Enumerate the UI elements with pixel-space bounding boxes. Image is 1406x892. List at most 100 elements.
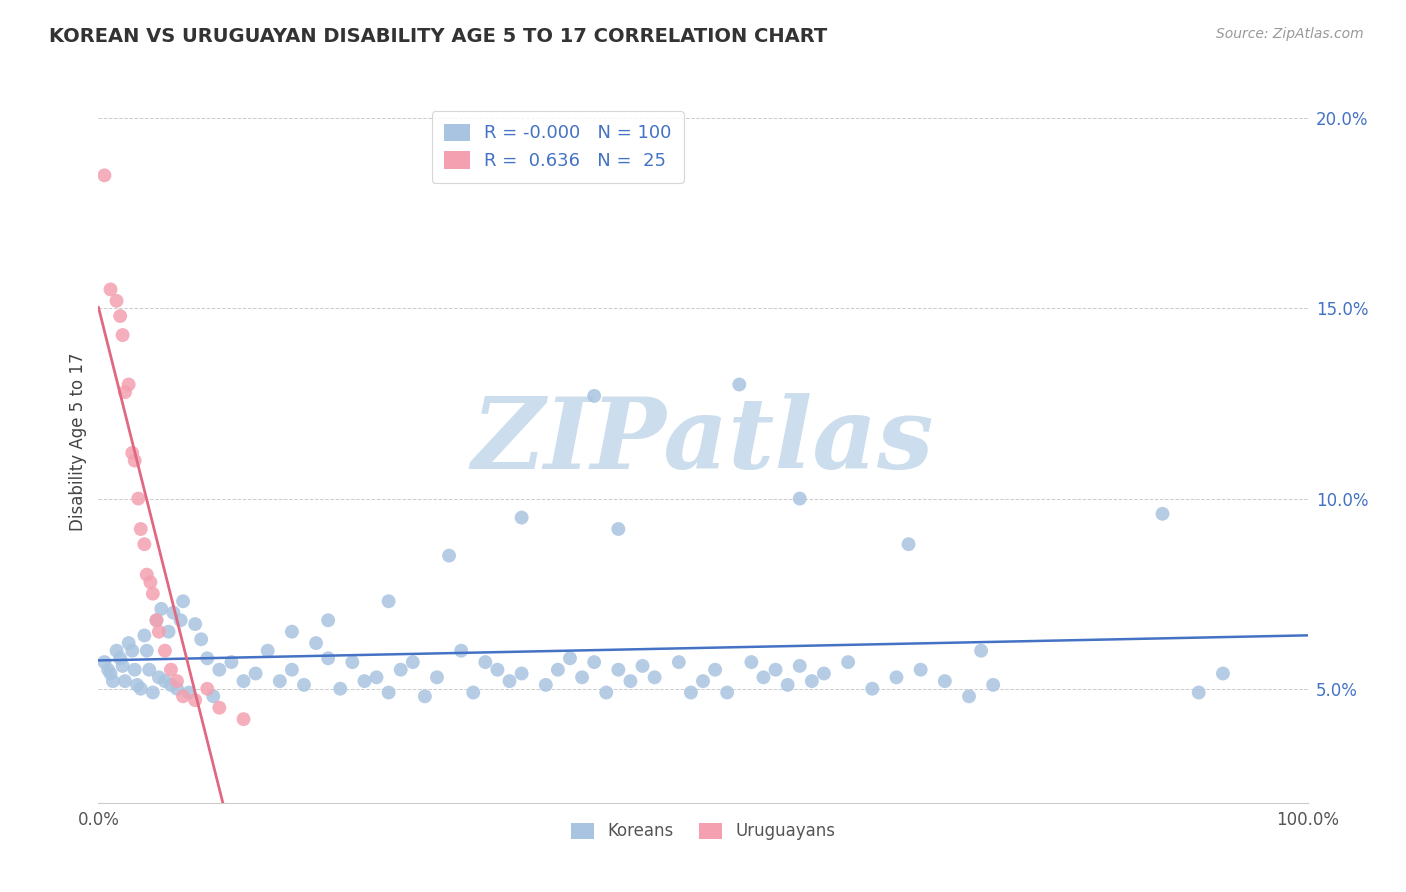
Point (256, 643, 278, 657)
Point (607, 522, 630, 536)
Point (108, 651, 131, 665)
Point (100, 282, 122, 296)
Point (208, 663, 231, 677)
Point (704, 663, 727, 677)
Point (153, 643, 176, 657)
Point (1152, 507, 1174, 521)
Point (93, 169, 115, 183)
Point (269, 674, 291, 689)
Point (583, 655, 606, 669)
Point (142, 587, 165, 601)
Point (101, 674, 124, 689)
Point (316, 651, 339, 665)
Point (510, 666, 533, 681)
Point (910, 663, 932, 677)
Point (886, 670, 908, 684)
Point (118, 377, 141, 392)
Point (97, 663, 120, 677)
Point (195, 651, 218, 665)
Point (129, 522, 152, 536)
Point (172, 690, 194, 704)
Point (100, 666, 122, 681)
Point (150, 602, 173, 616)
Point (202, 690, 225, 704)
Point (631, 659, 654, 673)
Point (292, 678, 315, 692)
Point (329, 681, 352, 696)
Point (142, 685, 165, 699)
Point (534, 678, 557, 692)
Point (129, 681, 152, 696)
Point (970, 643, 993, 657)
Point (145, 613, 167, 627)
Text: Source: ZipAtlas.com: Source: ZipAtlas.com (1216, 27, 1364, 41)
Point (111, 659, 134, 673)
Point (232, 712, 254, 726)
Point (160, 663, 183, 677)
Point (316, 613, 339, 627)
Point (619, 674, 641, 689)
Point (281, 663, 304, 677)
Point (93, 655, 115, 669)
Point (813, 666, 835, 681)
Point (740, 655, 762, 669)
Point (134, 537, 156, 551)
Point (1212, 666, 1234, 681)
Point (752, 670, 775, 684)
Point (981, 678, 1004, 692)
Point (342, 655, 364, 669)
Point (114, 674, 136, 689)
Point (957, 690, 980, 704)
Point (281, 624, 304, 639)
Point (166, 674, 188, 689)
Point (114, 385, 136, 400)
Point (486, 663, 509, 677)
Point (162, 606, 184, 620)
Point (135, 643, 157, 657)
Point (583, 389, 606, 403)
Point (118, 636, 141, 650)
Point (232, 674, 254, 689)
Point (571, 670, 593, 684)
Point (607, 663, 630, 677)
Point (679, 685, 702, 699)
Point (776, 678, 799, 692)
Text: ZIPatlas: ZIPatlas (472, 393, 934, 490)
Point (934, 674, 956, 689)
Point (860, 681, 883, 696)
Point (105, 293, 128, 308)
Text: KOREAN VS URUGUAYAN DISABILITY AGE 5 TO 17 CORRELATION CHART: KOREAN VS URUGUAYAN DISABILITY AGE 5 TO … (49, 27, 828, 45)
Point (1188, 685, 1211, 699)
Point (195, 681, 218, 696)
Point (353, 674, 375, 689)
Point (121, 446, 143, 460)
Point (124, 663, 146, 677)
Point (121, 643, 143, 657)
Point (897, 537, 920, 551)
Point (728, 377, 751, 392)
Point (124, 453, 146, 467)
Point (160, 678, 183, 692)
Point (184, 617, 207, 632)
Point (245, 666, 267, 681)
Point (111, 328, 134, 343)
Point (157, 624, 180, 639)
Point (595, 685, 617, 699)
Point (377, 685, 399, 699)
Point (498, 674, 520, 689)
Point (148, 670, 170, 684)
Point (172, 594, 194, 608)
Point (668, 655, 690, 669)
Legend: Koreans, Uruguayans: Koreans, Uruguayans (562, 814, 844, 848)
Point (221, 655, 243, 669)
Point (644, 670, 666, 684)
Point (366, 670, 388, 684)
Point (413, 690, 436, 704)
Point (179, 685, 201, 699)
Point (148, 624, 170, 639)
Point (169, 613, 191, 627)
Point (190, 632, 212, 647)
Point (437, 549, 460, 563)
Point (510, 510, 533, 524)
Point (139, 575, 162, 590)
